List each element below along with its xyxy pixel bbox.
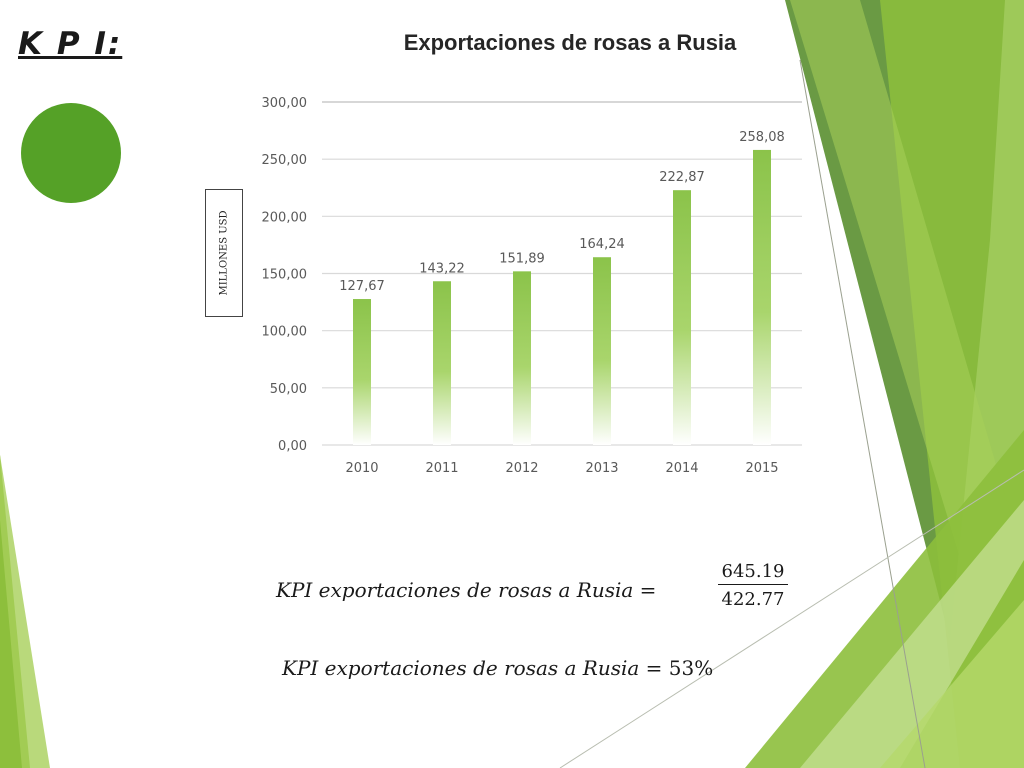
bottom-light-triangle bbox=[880, 600, 1024, 768]
y-tick-label: 300,00 bbox=[262, 96, 308, 111]
fraction-numerator: 645.19 bbox=[721, 561, 785, 582]
x-tick-label: 2010 bbox=[345, 461, 378, 476]
data-label: 222,87 bbox=[659, 170, 705, 185]
x-tick-label: 2012 bbox=[505, 461, 538, 476]
grid-lines bbox=[322, 101, 802, 446]
data-label: 151,89 bbox=[499, 251, 545, 266]
data-label: 164,24 bbox=[579, 237, 625, 252]
x-tick-labels: 2010 2011 2012 2013 2014 2015 bbox=[345, 461, 778, 476]
bar-2010 bbox=[353, 299, 371, 445]
kpi-fraction: 645.19 422.77 bbox=[718, 561, 788, 610]
y-tick-label: 150,00 bbox=[262, 268, 308, 283]
x-tick-label: 2013 bbox=[585, 461, 618, 476]
data-labels: 127,67 143,22 151,89 164,24 222,87 258,08 bbox=[339, 130, 785, 294]
y-tick-label: 0,00 bbox=[278, 439, 307, 454]
bar-2013 bbox=[593, 257, 611, 445]
kpi-formula-line-1: KPI exportaciones de rosas a Rusia = bbox=[276, 578, 656, 602]
decor-thin-line bbox=[799, 59, 926, 768]
chart-title: Exportaciones de rosas a Rusia bbox=[403, 30, 737, 55]
green-circle-decoration bbox=[21, 103, 121, 203]
fraction-denominator: 422.77 bbox=[721, 589, 785, 610]
decor-thin-line-2 bbox=[559, 469, 1024, 768]
data-label: 258,08 bbox=[739, 130, 785, 145]
y-tick-label: 50,00 bbox=[270, 382, 307, 397]
bar-2012 bbox=[513, 271, 531, 445]
bar-2014 bbox=[673, 190, 691, 445]
y-axis-label-box: MILLONES USD bbox=[205, 189, 243, 317]
data-label: 143,22 bbox=[419, 261, 465, 276]
bar-2011 bbox=[433, 281, 451, 445]
y-tick-labels: 0,00 50,00 100,00 150,00 200,00 250,00 300,00 bbox=[262, 96, 308, 454]
x-tick-label: 2011 bbox=[425, 461, 458, 476]
left-green-stripe-light bbox=[0, 455, 50, 768]
y-tick-label: 200,00 bbox=[262, 210, 308, 225]
slide-title: K P I: bbox=[18, 26, 123, 62]
x-tick-label: 2015 bbox=[745, 461, 778, 476]
kpi-result-value: 53% bbox=[668, 656, 714, 680]
bottom-pale-triangle bbox=[800, 500, 1024, 768]
kpi-formula-text: KPI exportaciones de rosas a Rusia = bbox=[276, 578, 657, 602]
y-tick-label: 250,00 bbox=[262, 153, 308, 168]
bar-2015 bbox=[753, 149, 771, 445]
fraction-bar bbox=[718, 584, 788, 585]
bars bbox=[353, 149, 771, 445]
x-tick-label: 2014 bbox=[665, 461, 698, 476]
kpi-result-text: KPI exportaciones de rosas a Rusia = bbox=[282, 656, 669, 680]
data-label: 127,67 bbox=[339, 279, 385, 294]
y-tick-label: 100,00 bbox=[262, 325, 308, 340]
kpi-formula-line-2: KPI exportaciones de rosas a Rusia = 53% bbox=[282, 656, 713, 680]
